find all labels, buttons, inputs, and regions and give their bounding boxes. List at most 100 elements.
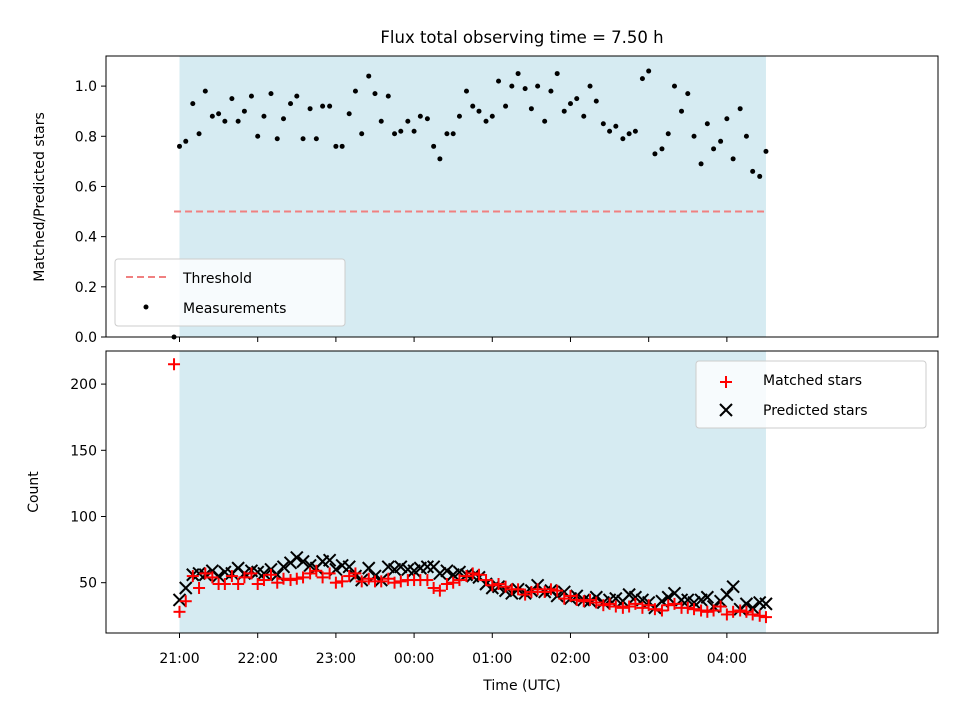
measurement-point — [476, 108, 482, 114]
measurement-point — [659, 146, 665, 152]
measurement-point — [339, 143, 345, 149]
matched-star-point — [759, 611, 772, 624]
measurement-point — [437, 156, 443, 162]
matched-star-point — [193, 581, 206, 594]
matched-star-point — [668, 597, 681, 610]
matched-star-point — [466, 567, 479, 580]
measurement-point — [248, 93, 254, 99]
measurement-point — [626, 131, 632, 137]
legend-predicted-label: Predicted stars — [763, 403, 868, 419]
measurement-point — [444, 131, 450, 137]
count-x-ticks: 21:00 22:00 23:00 00:00 01:00 02:00 03:00 04:00 — [159, 633, 747, 667]
measurement-point — [235, 118, 241, 124]
matched-star-point — [460, 570, 473, 583]
predicted-star-point — [440, 564, 454, 578]
predicted-star-point — [290, 550, 304, 565]
predicted-star-point — [342, 560, 356, 574]
measurement-point — [561, 108, 567, 114]
measurement-point — [704, 121, 710, 127]
x-tick-label: 22:00 — [238, 651, 278, 667]
predicted-star-point — [394, 560, 408, 574]
matched-star-point — [636, 601, 649, 614]
matched-star-point — [271, 576, 284, 589]
measurement-point — [417, 113, 423, 119]
measurement-point — [685, 91, 691, 97]
measurement-point — [456, 113, 462, 119]
measurement-point — [711, 146, 717, 152]
measurement-point — [574, 96, 580, 102]
matched-star-point — [421, 574, 434, 587]
matched-star-point — [245, 567, 258, 580]
count-y-tick-label: 150 — [70, 443, 97, 459]
predicted-star-point — [296, 554, 310, 569]
matched-star-point — [382, 572, 395, 585]
measurement-point — [750, 168, 756, 174]
measurement-point — [307, 106, 313, 112]
matched-star-point — [316, 571, 329, 584]
matched-star-point — [336, 575, 349, 588]
measurement-point — [665, 131, 671, 137]
ratio-panel-frame — [105, 55, 939, 338]
measurement-point — [320, 103, 326, 109]
matched-star-point — [544, 583, 557, 596]
measurement-point — [327, 103, 333, 109]
count-legend: Matched stars Predicted stars — [695, 360, 927, 429]
x-tick-label: 23:00 — [316, 651, 356, 667]
matched-star-point — [238, 571, 251, 584]
predicted-star-point — [362, 561, 376, 575]
matched-star-point — [492, 578, 505, 591]
measurement-point — [581, 113, 587, 119]
measurement-point — [359, 131, 365, 137]
matched-star-point — [590, 596, 603, 609]
measurement-point — [757, 173, 763, 179]
matched-star-point — [499, 580, 512, 593]
measurement-point — [431, 143, 437, 149]
matched-star-point — [388, 576, 401, 589]
measurement-point — [632, 128, 638, 134]
predicted-star-point — [739, 597, 754, 611]
measurement-point — [372, 91, 378, 97]
measurement-point — [385, 93, 391, 99]
ratio-y-tick-label: 0.8 — [75, 129, 97, 145]
matched-star-point — [512, 583, 525, 596]
matched-star-point — [753, 609, 766, 622]
matched-star-point — [206, 571, 219, 584]
matched-star-point — [362, 572, 375, 585]
measurement-point — [463, 88, 469, 94]
matched-star-point — [648, 603, 661, 616]
matched-star-point — [472, 568, 485, 581]
matched-star-point — [609, 600, 622, 613]
measurement-point — [300, 136, 306, 142]
measurement-point — [392, 131, 398, 137]
matched-star-point — [519, 588, 532, 601]
ratio-legend-box — [114, 258, 346, 327]
matched-star-point — [323, 567, 336, 580]
predicted-star-point — [720, 587, 734, 602]
measurement-point — [737, 106, 743, 112]
matched-star-point — [251, 578, 264, 591]
measurement-point — [229, 96, 235, 102]
matched-star-point — [433, 584, 446, 597]
ratio-y-axis: 0.0 0.2 0.4 0.6 0.8 1.0 — [75, 79, 106, 346]
measurement-points — [171, 68, 769, 340]
matched-star-point — [427, 581, 440, 594]
ratio-panel: 0.0 0.2 0.4 0.6 0.8 1.0 Matched/Predicted sta… — [32, 55, 939, 346]
measurement-point — [261, 113, 267, 119]
predicted-star-point — [700, 590, 715, 604]
measurement-point — [489, 113, 495, 119]
matched-star-point — [349, 567, 362, 580]
legend-measurements-label: Measurements — [183, 301, 286, 317]
x-tick-label: 04:00 — [707, 651, 747, 667]
matched-star-point — [199, 567, 212, 580]
matched-star-point — [168, 358, 181, 371]
legend-matched-swatch — [720, 376, 732, 388]
matched-star-point — [714, 600, 727, 613]
matched-star-point — [642, 599, 655, 612]
count-y-tick-label: 200 — [70, 377, 97, 393]
measurement-point — [398, 128, 404, 134]
matched-star-point — [558, 592, 571, 605]
matched-star-point — [584, 593, 597, 606]
measurement-point — [202, 88, 208, 94]
measurement-point — [724, 116, 730, 122]
ratio-y-tick-label: 0.0 — [75, 330, 97, 346]
